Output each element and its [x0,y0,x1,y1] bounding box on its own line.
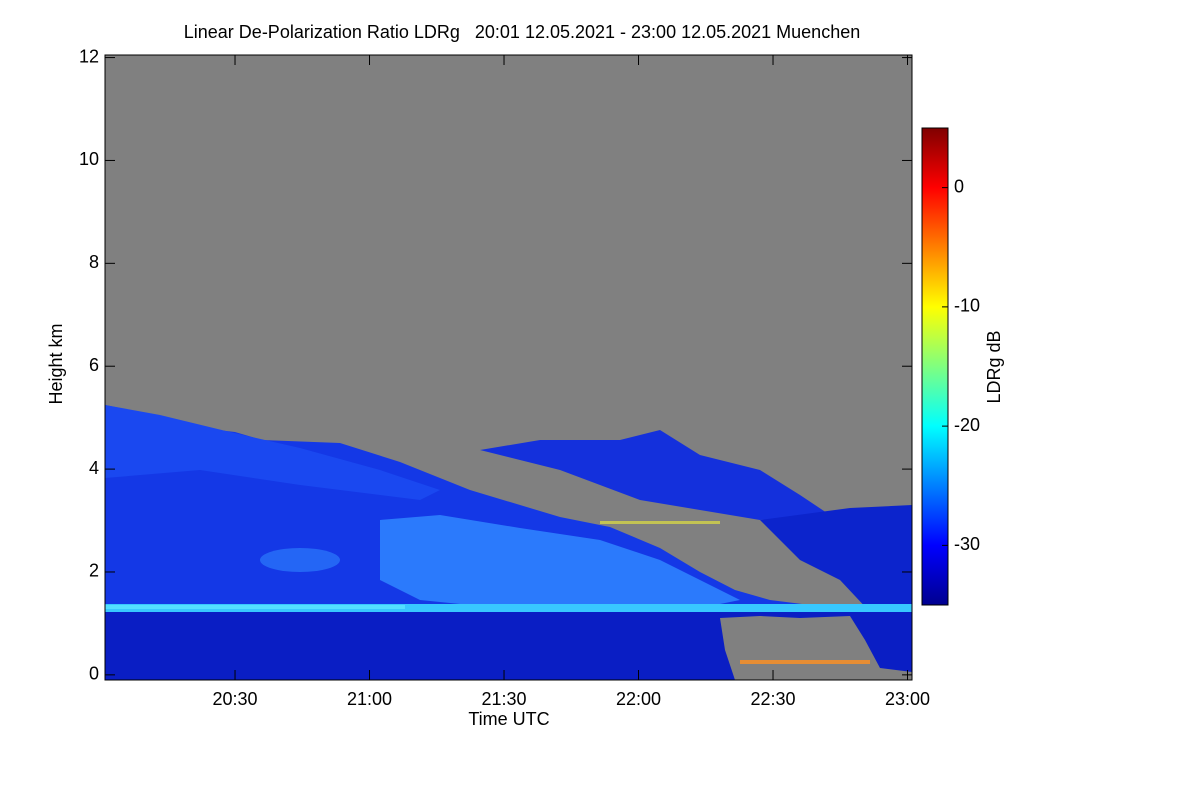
y-tick-label: 6 [89,355,99,375]
y-tick-label: 2 [89,561,99,581]
mixed-patch [260,548,340,572]
plot-frame [104,54,913,681]
x-tick-label: 22:00 [616,689,661,709]
x-tick-label: 21:30 [481,689,526,709]
y-tick-label: 12 [79,46,99,66]
aerosol-top-line [105,604,912,612]
mixed-layer [380,515,740,608]
y-tick-label: 10 [79,149,99,169]
y-axis-label: Height km [46,323,66,404]
surface-signal [740,660,870,664]
y-tick-label: 0 [89,664,99,684]
x-axis-label: Time UTC [468,709,549,729]
aerosol-top-line [105,605,405,609]
right-layer [760,505,912,612]
upper-aerosol [105,405,440,500]
colorbar-tick-label: 0 [954,176,964,196]
colorbar-tick-label: -20 [954,415,980,435]
x-tick-label: 22:30 [750,689,795,709]
cloud-streaks [480,430,830,520]
colorbar [921,127,949,606]
y-tick-label: 4 [89,458,99,478]
x-tick-label: 21:00 [347,689,392,709]
chart-title: Linear De-Polarization Ratio LDRg 20:01 … [184,22,860,42]
y-tick-label: 8 [89,252,99,272]
lidar-field [105,55,912,680]
colorbar-tick-label: -30 [954,534,980,554]
x-tick-label: 20:30 [212,689,257,709]
colorbar-tick-label: -10 [954,296,980,316]
thin-layer [600,521,720,524]
x-tick-label: 23:00 [885,689,930,709]
colorbar-label: LDRg dB [984,330,1004,403]
